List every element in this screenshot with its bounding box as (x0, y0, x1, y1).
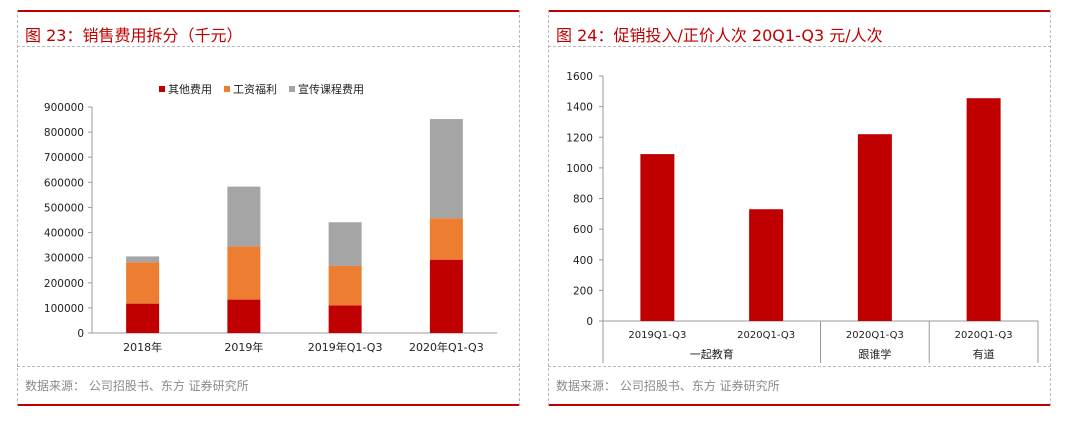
panel-left-border (17, 10, 18, 406)
bar-segment (126, 256, 160, 263)
y-tick-label: 800000 (44, 127, 84, 139)
x-tick-label: 2020Q1-Q3 (846, 330, 904, 341)
y-tick-label: 900000 (44, 102, 84, 114)
chart-panel-sales-expense: 图 23：销售费用拆分（千元） 其他费用 工资福利 宣传课程费用 0 100000 200… (17, 10, 520, 406)
source-separator (548, 366, 1051, 367)
stacked-bar-chart: 其他费用 工资福利 宣传课程费用 0 100000 200000 300000 400000 5… (44, 82, 497, 354)
bar-segment (429, 259, 463, 333)
y-tick-label: 400 (573, 255, 593, 267)
bar-segment (429, 119, 463, 219)
y-tick-label: 200 (573, 285, 593, 297)
bar (857, 134, 892, 321)
bar-segment (328, 265, 362, 306)
y-tick-label: 1600 (566, 71, 593, 83)
panel-left-border (548, 10, 549, 406)
group-label: 有道 (973, 347, 995, 361)
title-separator (548, 46, 1051, 47)
y-tick-label: 1000 (566, 163, 593, 175)
bar (749, 209, 784, 321)
y-tick-label: 600000 (44, 177, 84, 189)
y-tick-label: 700000 (44, 152, 84, 164)
y-tick-label: 400000 (44, 228, 84, 240)
bar-segment (227, 186, 261, 247)
bar-segment (126, 303, 160, 333)
bar-chart: 0 200 400 600 800 1000 1200 1400 1600 2019Q1-Q3 20… (566, 71, 1039, 363)
x-tick-label: 2018年 (123, 340, 162, 354)
bar-segment (227, 246, 261, 300)
figure-source: 数据来源： 公司招股书、东方 证券研究所 (25, 379, 249, 393)
panel-bottom-rule (548, 404, 1051, 406)
x-tick-label: 2020Q1-Q3 (955, 330, 1013, 341)
panel-right-border (1050, 10, 1051, 406)
x-tick-label: 2019年Q1-Q3 (308, 340, 383, 354)
y-tick-label: 1400 (566, 102, 593, 114)
panel-top-rule (548, 10, 1051, 12)
figure-source: 数据来源： 公司招股书、东方 证券研究所 (556, 379, 780, 393)
bar (966, 98, 1001, 321)
x-tick-label: 2020年Q1-Q3 (409, 340, 484, 354)
panel-bottom-rule (17, 404, 520, 406)
chart-panel-promo-per-enrollment: 图 24：促销投入/正价人次 20Q1-Q3 元/人次 0 200 400 600 80… (548, 10, 1051, 406)
panel-top-rule (17, 10, 520, 12)
x-tick-label: 2019Q1-Q3 (628, 330, 686, 341)
y-tick-label: 0 (77, 328, 84, 340)
panel-right-border (519, 10, 520, 406)
bar-segment (328, 222, 362, 266)
bar-segment (227, 299, 261, 333)
legend-swatch (159, 86, 165, 92)
group-label: 一起教育 (690, 347, 734, 361)
legend-label: 宣传课程费用 (298, 82, 364, 96)
y-tick-label: 500000 (44, 202, 84, 214)
y-tick-label: 1200 (566, 132, 593, 144)
legend-swatch (224, 86, 230, 92)
legend-label: 工资福利 (233, 82, 277, 96)
y-tick-label: 100000 (44, 303, 84, 315)
y-tick-label: 600 (573, 224, 593, 236)
bar-segment (126, 262, 160, 304)
figure-title: 图 23：销售费用拆分（千元） (25, 26, 243, 45)
bar (640, 154, 675, 321)
bar-segment (328, 305, 362, 333)
legend-label: 其他费用 (168, 83, 212, 96)
y-tick-label: 200000 (44, 278, 84, 290)
source-separator (17, 366, 520, 367)
title-separator (17, 46, 520, 47)
bar-segment (429, 218, 463, 260)
y-tick-label: 800 (573, 194, 593, 206)
group-label: 跟谁学 (858, 347, 891, 361)
y-tick-label: 300000 (44, 253, 84, 265)
figure-title: 图 24：促销投入/正价人次 20Q1-Q3 元/人次 (556, 26, 883, 45)
y-tick-label: 0 (586, 316, 593, 328)
x-tick-label: 2019年 (224, 340, 263, 354)
x-tick-label: 2020Q1-Q3 (737, 330, 795, 341)
legend-swatch (289, 86, 295, 92)
